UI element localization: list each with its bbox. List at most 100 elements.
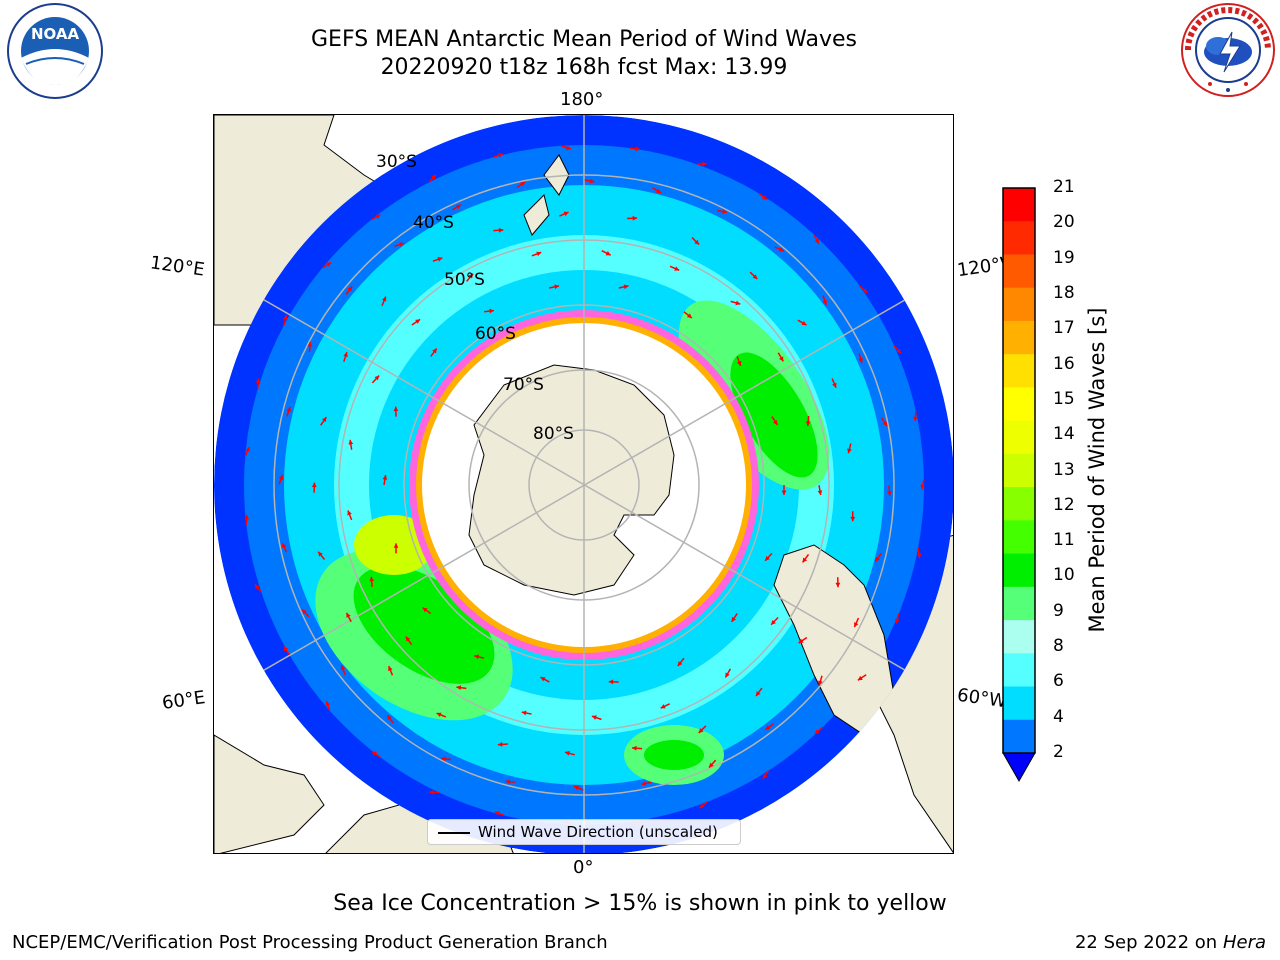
wave-arrow-head	[589, 178, 595, 184]
wave-arrow-head	[635, 146, 640, 152]
wave-arrow-head	[916, 553, 922, 558]
wave-arrow-head	[896, 348, 901, 354]
wave-arrow-head	[887, 491, 892, 496]
colorbar-segment	[1003, 653, 1035, 688]
colorbar-tick-label: 16	[1053, 353, 1075, 374]
lon-label-0: 0°	[573, 857, 594, 878]
wave-arrow-head	[281, 543, 287, 549]
lat-label-30s: 30°S	[376, 152, 417, 172]
nws-logo	[1181, 3, 1275, 97]
wave-arrow-head	[520, 181, 526, 187]
wave-arrow-head	[422, 607, 428, 613]
noaa-logo: NOAA	[7, 3, 103, 99]
wave-arrow-head	[805, 421, 811, 426]
wave-arrow-head	[347, 510, 352, 516]
wave-arrow-head	[875, 556, 880, 562]
wave-arrow-head	[307, 342, 313, 347]
wave-arrow-head	[862, 288, 868, 294]
wave-arrow-head	[340, 665, 346, 671]
wave-arrow-head	[286, 406, 291, 412]
wave-arrow-head	[343, 352, 348, 358]
wave-arrow-head	[818, 680, 823, 686]
colorbar-tick-label: 15	[1053, 388, 1075, 409]
wave-arrow-head	[814, 238, 819, 244]
wave-arrow-head	[429, 789, 434, 795]
antarctica-land	[468, 364, 675, 596]
colorbar-tick-label: 10	[1053, 565, 1075, 586]
wave-arrow-head	[278, 474, 284, 480]
wave-arrow-head	[399, 242, 405, 247]
legend-line-swatch	[438, 832, 470, 834]
wave-arrow-head	[591, 715, 597, 720]
wave-arrow-head	[608, 679, 614, 685]
polar-map	[214, 115, 953, 853]
wave-arrow-head	[554, 284, 560, 290]
wave-arrow-head	[489, 308, 494, 314]
colorbar-tick-label: 21	[1053, 177, 1075, 197]
colorbar-segment	[1003, 287, 1035, 322]
lon-label-60e: 60°E	[160, 687, 207, 714]
wave-arrow-head	[387, 715, 392, 721]
wave-arrow-head	[832, 382, 837, 388]
colorbar-segment	[1003, 254, 1035, 289]
wave-arrow-head	[563, 211, 569, 217]
colorbar-tick-label: 12	[1053, 494, 1075, 515]
wave-arrow-head	[283, 315, 288, 320]
colorbar-tick-label: 18	[1053, 282, 1075, 303]
wave-arrow-head	[494, 811, 500, 816]
wave-arrow-head	[455, 204, 461, 210]
wave-arrow-head	[674, 266, 680, 271]
wave-arrow-head	[431, 174, 436, 180]
chart-subtitle: 20220920 t18z 168h fcst Max: 13.99	[380, 55, 788, 80]
wave-arrow-head	[326, 262, 332, 267]
wave-arrow-head	[393, 406, 399, 412]
wave-arrow-head	[773, 419, 778, 425]
chart-title: GEFS MEAN Antarctic Mean Period of Wind …	[311, 27, 857, 52]
wave-arrow-head	[699, 803, 705, 809]
colorbar-segment	[1003, 188, 1035, 222]
wave-arrow-head	[311, 482, 317, 488]
colorbar-title: Mean Period of Wind Waves [s]	[1085, 307, 1109, 633]
wave-arrow-head	[255, 378, 261, 383]
wave-arrow-head	[405, 636, 411, 642]
colorbar-segment	[1003, 586, 1035, 621]
wave-arrow-head	[498, 227, 504, 233]
wave-arrow-head	[755, 691, 761, 697]
wave-arrow-head	[802, 557, 808, 563]
colorbar-tick-label: 14	[1053, 424, 1075, 445]
wave-arrow-head	[752, 274, 758, 280]
wave-arrow-head	[302, 609, 307, 615]
wave-arrow-head	[736, 360, 742, 366]
wave-arrow-head	[656, 188, 662, 194]
lat-label-80s: 80°S	[533, 424, 574, 444]
colorbar	[1002, 187, 1036, 783]
wave-arrow-head	[441, 756, 446, 762]
noaa-logo-text: NOAA	[31, 25, 80, 43]
wave-arrow-head	[245, 446, 250, 452]
wave-arrow-head	[536, 251, 542, 257]
wave-arrow-head	[437, 257, 443, 262]
wave-arrow-head	[735, 300, 741, 306]
wave-arrow-head	[623, 284, 629, 290]
wave-arrow-head	[686, 313, 692, 318]
wave-arrow-head	[254, 584, 260, 590]
wave-arrow-head	[468, 273, 474, 279]
wave-arrow-head	[346, 612, 351, 618]
wave-arrow-head	[505, 779, 511, 785]
wave-arrow-head	[372, 751, 378, 756]
wave-arrow-head	[369, 576, 375, 582]
wave-arrow-head	[798, 638, 804, 644]
map-panel	[213, 114, 954, 854]
lon-label-120e: 120°E	[148, 252, 206, 281]
wave-arrow-head	[779, 356, 784, 362]
colorbar-segment	[1003, 553, 1035, 588]
wave-arrow-head	[762, 195, 768, 200]
lat-label-60s: 60°S	[475, 324, 516, 344]
colorbar-tick-label: 17	[1053, 318, 1075, 339]
wave-arrow-head	[814, 729, 820, 735]
wave-arrow-head	[348, 439, 354, 445]
credit-text: NCEP/EMC/Verification Post Processing Pr…	[12, 932, 608, 953]
colorbar-tick-label: 20	[1053, 212, 1075, 233]
wave-arrow-head	[694, 239, 700, 245]
wave-arrow-head	[456, 685, 462, 691]
